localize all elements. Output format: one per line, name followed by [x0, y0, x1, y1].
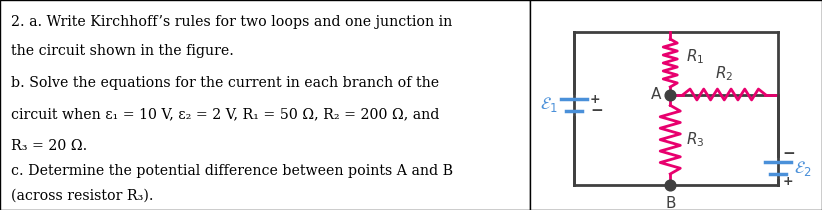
Text: $\mathcal{E}_1$: $\mathcal{E}_1$ — [540, 96, 558, 114]
Text: (across resistor R₃).: (across resistor R₃). — [11, 189, 153, 203]
Text: 2. a. Write Kirchhoff’s rules for two loops and one junction in: 2. a. Write Kirchhoff’s rules for two lo… — [11, 15, 452, 29]
Text: −: − — [783, 146, 796, 161]
Point — [663, 183, 677, 186]
Text: b. Solve the equations for the current in each branch of the: b. Solve the equations for the current i… — [11, 76, 439, 90]
Text: +: + — [590, 93, 601, 106]
Text: A: A — [650, 87, 661, 102]
Point — [663, 93, 677, 96]
Text: B: B — [665, 196, 676, 210]
Text: $\mathcal{E}_2$: $\mathcal{E}_2$ — [794, 159, 812, 177]
Text: +: + — [783, 175, 793, 188]
Text: $R_1$: $R_1$ — [686, 47, 704, 66]
Text: −: − — [590, 103, 603, 118]
FancyBboxPatch shape — [530, 0, 822, 210]
Text: c. Determine the potential difference between points A and B: c. Determine the potential difference be… — [11, 164, 453, 178]
Text: $R_3$: $R_3$ — [686, 130, 704, 149]
Text: R₃ = 20 Ω.: R₃ = 20 Ω. — [11, 139, 87, 153]
Text: circuit when ε₁ = 10 V, ε₂ = 2 V, R₁ = 50 Ω, R₂ = 200 Ω, and: circuit when ε₁ = 10 V, ε₂ = 2 V, R₁ = 5… — [11, 107, 439, 121]
Text: the circuit shown in the figure.: the circuit shown in the figure. — [11, 44, 233, 58]
Text: $R_2$: $R_2$ — [715, 64, 733, 83]
FancyBboxPatch shape — [0, 0, 530, 210]
